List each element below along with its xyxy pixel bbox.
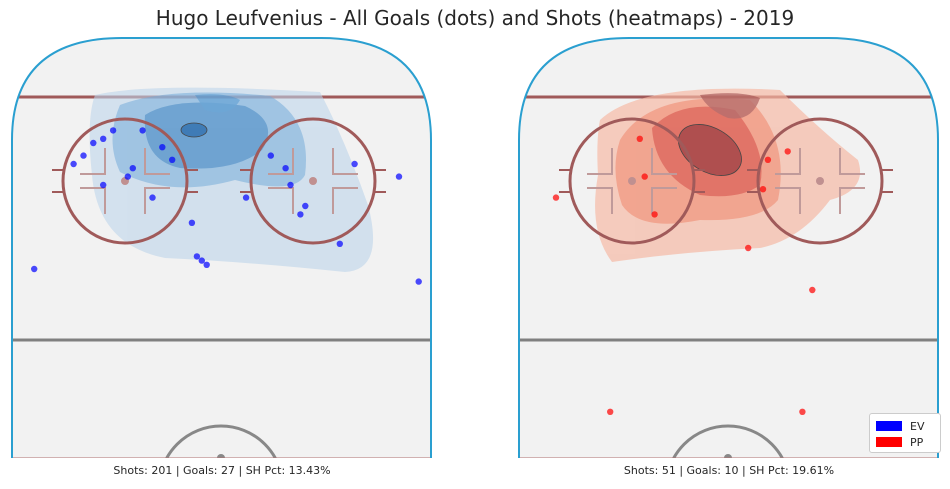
ev-goal-dot [287, 181, 294, 189]
ev-center-circle [157, 424, 285, 458]
ev-goal-dot [302, 202, 309, 210]
pp-left-faceoff-dot [628, 177, 636, 185]
figure-title: Hugo Leufvenius - All Goals (dots) and S… [155, 6, 795, 30]
pp-goal-dot [784, 148, 791, 155]
ev-left-faceoff-hashes [52, 148, 198, 214]
pp-goal-dot [745, 244, 752, 252]
ev-right-faceoff-circle [249, 117, 377, 245]
legend: EV PP [869, 413, 941, 453]
ev-goal-dot [124, 173, 131, 180]
pp-goal-dot [759, 186, 767, 193]
pp-rink-panel [518, 37, 939, 458]
ev-goal-dot [188, 219, 196, 226]
ev-left-faceoff-circle [61, 117, 189, 245]
ev-goal-dot [100, 181, 107, 189]
pp-left-faceoff-hashes [559, 148, 705, 214]
legend-swatch-pp [876, 437, 902, 447]
pp-goal-dot [641, 173, 648, 180]
ev-right-faceoff-hashes [240, 148, 386, 214]
pp-goal-dot [809, 286, 816, 294]
ev-goal-dot [193, 253, 201, 260]
ev-rink-boards [11, 37, 432, 458]
ev-goal-dot [198, 257, 205, 264]
ev-goal-dot [31, 265, 38, 273]
pp-center-circle [664, 424, 792, 458]
ev-goal-dot [242, 194, 250, 201]
ev-goal-dot [336, 240, 343, 247]
ev-goal-dot [139, 127, 146, 134]
ev-caption: Shots: 201 | Goals: 27 | SH Pct: 13.43% [113, 464, 331, 477]
pp-right-faceoff-dot [816, 177, 824, 185]
ev-rink-panel [11, 37, 432, 458]
pp-goal-dot [552, 194, 560, 201]
ev-goal-dot [203, 261, 210, 268]
pp-goal-dot [607, 408, 614, 415]
pp-goal-dot [799, 408, 806, 415]
pp-center-dot [724, 454, 732, 458]
ev-goal-dot [267, 152, 274, 159]
pp-goal-dot [764, 156, 772, 163]
legend-item-ev: EV [876, 419, 924, 433]
ev-center-dot [217, 454, 225, 458]
ev-goal-dot [149, 194, 156, 201]
ev-goal-dot [80, 152, 87, 159]
ev-goal-dot [395, 173, 403, 180]
pp-goal-dot [636, 135, 643, 142]
ev-goal-dot [415, 278, 422, 285]
ev-goal-dot [282, 165, 289, 172]
ev-goal-dot [70, 160, 77, 168]
pp-left-faceoff-circle [568, 117, 696, 245]
legend-item-pp: PP [876, 435, 923, 449]
pp-rink-boards [518, 37, 939, 458]
legend-label-pp: PP [910, 435, 924, 449]
ev-right-faceoff-dot [309, 177, 317, 185]
ev-shot-heatmap [89, 87, 374, 272]
ev-goal-dot [129, 165, 136, 172]
pp-right-faceoff-hashes [747, 148, 893, 214]
ev-goal-dot [109, 127, 117, 134]
ev-goal-dot [351, 160, 358, 168]
ev-goal-dot [169, 156, 176, 163]
pp-caption: Shots: 51 | Goals: 10 | SH Pct: 19.61% [623, 464, 835, 477]
pp-right-faceoff-circle [756, 117, 884, 245]
ev-goal-dot [100, 135, 107, 142]
pp-goal-dots [552, 135, 816, 415]
legend-swatch-ev [876, 421, 902, 431]
pp-shot-heatmap [595, 88, 861, 262]
pp-goal-dot [651, 211, 658, 218]
ev-goal-dot [159, 144, 166, 151]
ev-goal-dots [31, 127, 422, 285]
ev-goal-dot [90, 139, 97, 147]
ev-goal-dot [297, 211, 304, 218]
legend-label-ev: EV [910, 419, 925, 433]
